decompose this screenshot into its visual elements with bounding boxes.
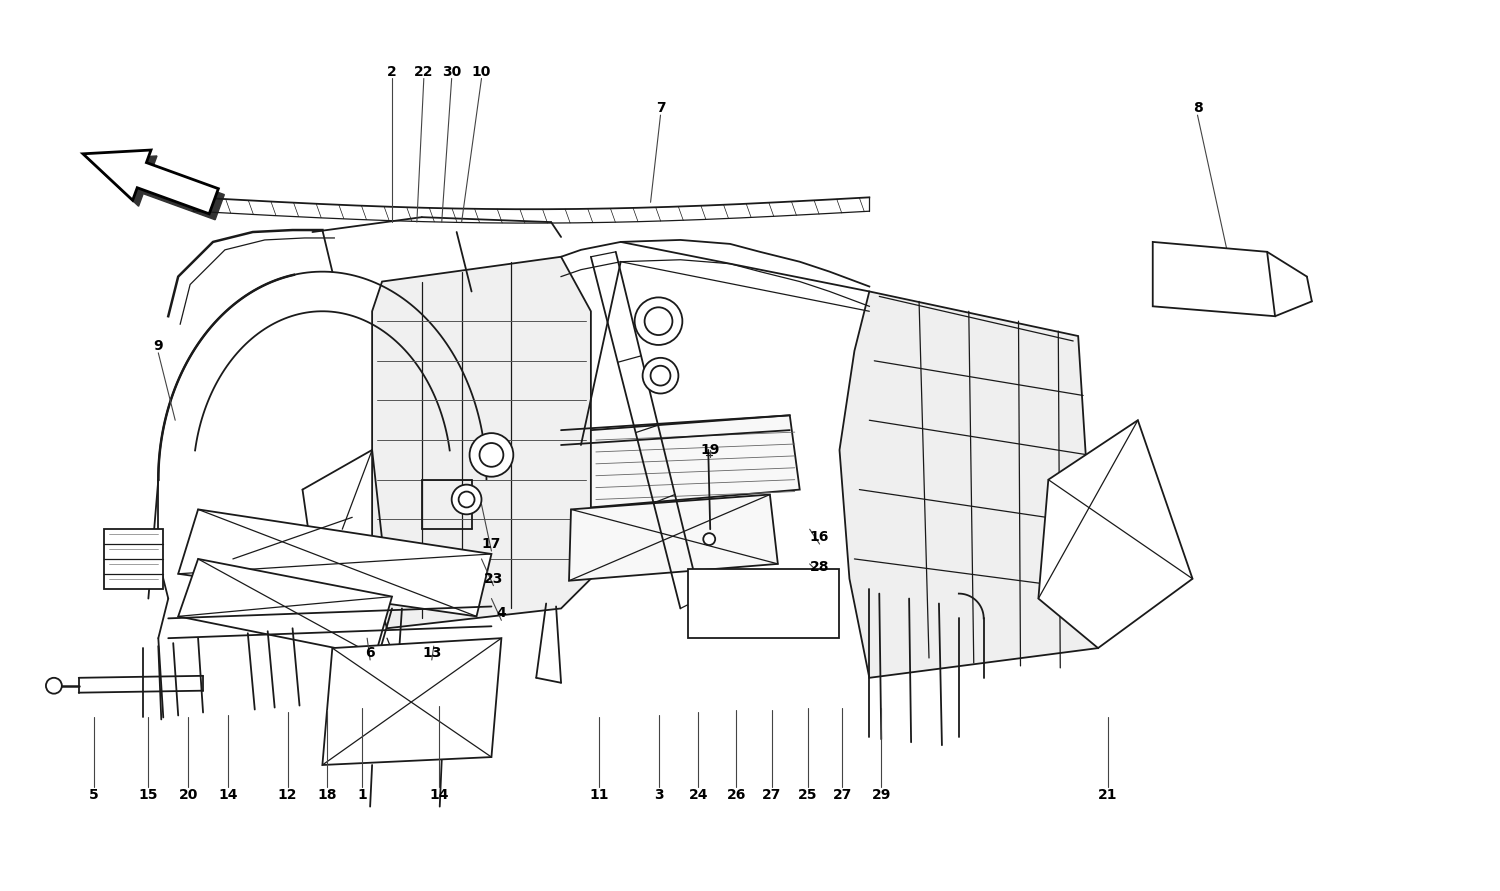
Text: 27: 27 bbox=[762, 788, 782, 802]
Text: 5: 5 bbox=[88, 788, 99, 802]
Polygon shape bbox=[591, 415, 800, 507]
Circle shape bbox=[651, 365, 670, 386]
Polygon shape bbox=[688, 568, 840, 638]
Circle shape bbox=[46, 678, 62, 694]
Text: 6: 6 bbox=[366, 646, 375, 660]
Text: 24: 24 bbox=[688, 788, 708, 802]
Text: 19: 19 bbox=[700, 443, 720, 457]
Text: 16: 16 bbox=[810, 530, 830, 544]
Text: 17: 17 bbox=[482, 537, 501, 551]
Text: 18: 18 bbox=[318, 788, 338, 802]
Text: 15: 15 bbox=[138, 788, 158, 802]
Polygon shape bbox=[840, 291, 1098, 678]
Polygon shape bbox=[1038, 421, 1193, 648]
Polygon shape bbox=[104, 529, 164, 589]
Text: 12: 12 bbox=[278, 788, 297, 802]
Circle shape bbox=[452, 485, 482, 514]
Circle shape bbox=[634, 298, 682, 345]
Text: 26: 26 bbox=[726, 788, 746, 802]
Polygon shape bbox=[568, 495, 778, 581]
Text: 14: 14 bbox=[429, 788, 448, 802]
Text: 25: 25 bbox=[798, 788, 818, 802]
Text: 13: 13 bbox=[422, 646, 441, 660]
Circle shape bbox=[645, 307, 672, 335]
Text: 1: 1 bbox=[357, 788, 368, 802]
Polygon shape bbox=[178, 559, 392, 656]
Polygon shape bbox=[82, 150, 219, 214]
Polygon shape bbox=[322, 638, 501, 765]
Text: 29: 29 bbox=[871, 788, 891, 802]
Text: 4: 4 bbox=[496, 607, 507, 620]
Text: 9: 9 bbox=[153, 339, 164, 353]
Text: 22: 22 bbox=[414, 64, 434, 78]
Polygon shape bbox=[372, 257, 591, 628]
Polygon shape bbox=[88, 156, 225, 220]
Text: 30: 30 bbox=[442, 64, 462, 78]
Text: 28: 28 bbox=[810, 560, 830, 574]
Polygon shape bbox=[1152, 242, 1275, 316]
Circle shape bbox=[470, 433, 513, 477]
Text: 7: 7 bbox=[656, 102, 666, 115]
Text: 20: 20 bbox=[178, 788, 198, 802]
Text: 14: 14 bbox=[217, 788, 237, 802]
Text: 21: 21 bbox=[1098, 788, 1118, 802]
Text: 8: 8 bbox=[1192, 102, 1203, 115]
Polygon shape bbox=[178, 510, 492, 617]
Circle shape bbox=[459, 492, 474, 507]
Text: 23: 23 bbox=[483, 572, 502, 585]
Circle shape bbox=[642, 358, 678, 394]
Text: 10: 10 bbox=[472, 64, 490, 78]
Text: 27: 27 bbox=[833, 788, 852, 802]
Circle shape bbox=[480, 443, 504, 467]
Text: 2: 2 bbox=[387, 64, 398, 78]
Circle shape bbox=[704, 533, 716, 545]
Text: 11: 11 bbox=[590, 788, 609, 802]
Text: 3: 3 bbox=[654, 788, 663, 802]
